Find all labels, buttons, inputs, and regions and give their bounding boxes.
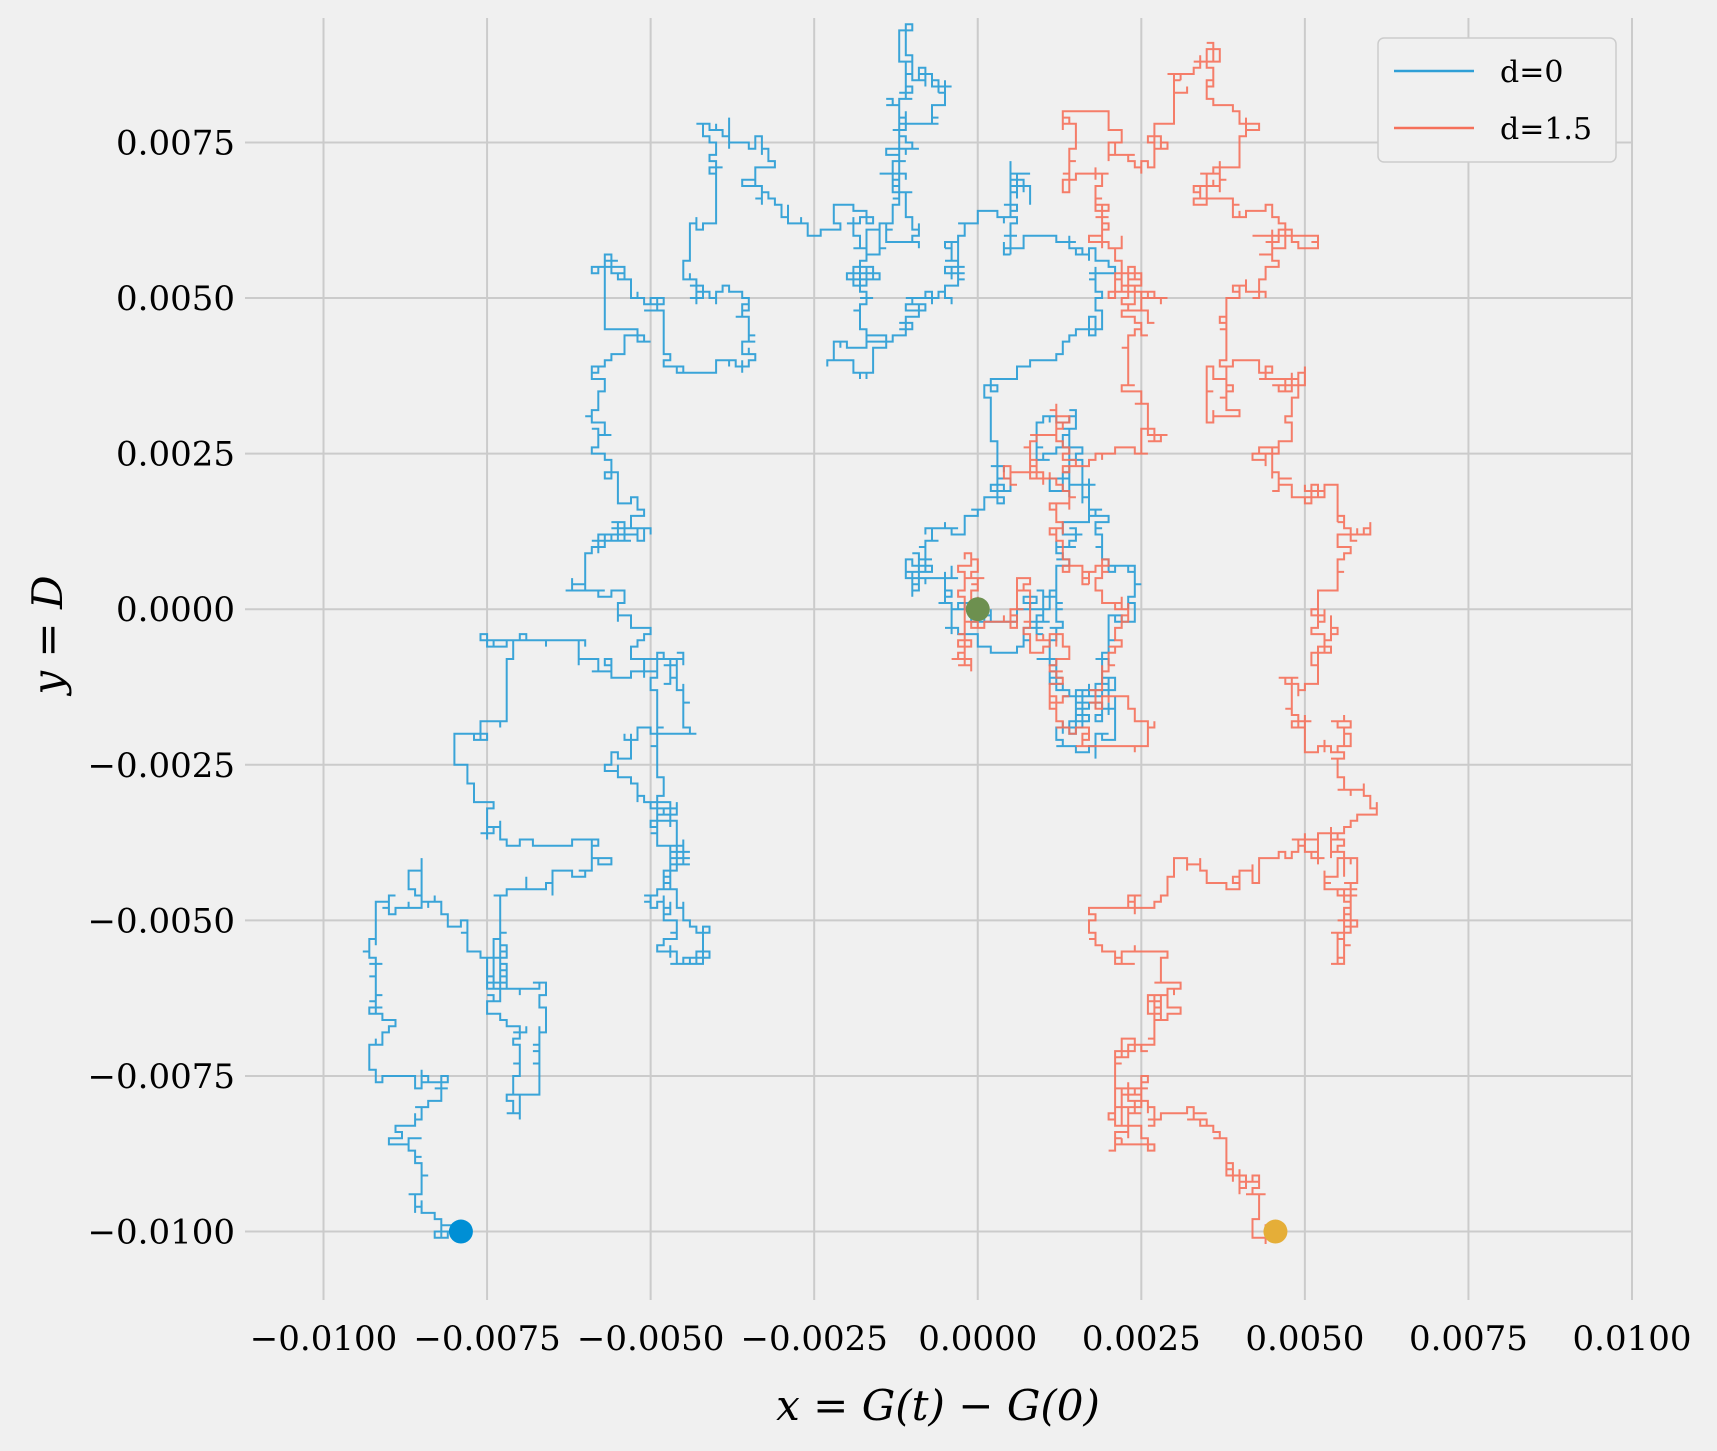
marker-end [965,597,990,622]
x-tick-label: 0.0025 [1082,1319,1201,1359]
y-tick-label: 0.0000 [116,590,235,630]
x-tick-label: 0.0000 [918,1319,1037,1359]
x-tick-label: −0.0100 [250,1319,397,1359]
point-markers [448,597,1288,1244]
series-line-d-0 [362,23,1142,1239]
y-tick-label: −0.0050 [88,901,235,941]
x-tick-label: −0.0050 [577,1319,724,1359]
legend-label-d0: d=0 [1500,55,1563,90]
y-tick-label: 0.0050 [116,279,235,319]
x-tick-label: 0.0050 [1245,1319,1364,1359]
grid-lines [245,18,1633,1300]
marker-d-1-5-start [1263,1219,1288,1244]
legend: d=0 d=1.5 [1377,37,1617,163]
y-tick-label: 0.0075 [116,123,235,163]
x-axis-label: x = G(t) − G(0) [776,1381,1100,1430]
y-tick-label: −0.0100 [88,1213,235,1253]
y-tick-label: 0.0025 [116,435,235,475]
y-tick-label: −0.0025 [88,746,235,786]
series-line-d-1-5 [951,41,1378,1244]
marker-d-0-start [448,1219,473,1244]
x-tick-label: −0.0075 [413,1319,560,1359]
y-tick-labels: −0.0100 −0.0075 −0.0050 −0.0025 0.0000 0.0025… [88,123,235,1252]
legend-box [1377,37,1617,163]
legend-label-d1-5: d=1.5 [1500,112,1592,147]
y-tick-label: −0.0075 [88,1057,235,1097]
x-tick-label: −0.0025 [740,1319,887,1359]
x-tick-label: 0.0075 [1409,1319,1528,1359]
x-tick-labels: −0.0100 −0.0075 −0.0050 −0.0025 0.0000 0.0025… [250,1319,1692,1359]
x-tick-label: 0.0100 [1573,1319,1692,1359]
y-axis-label: y = D [23,575,72,696]
data-series [362,23,1378,1244]
